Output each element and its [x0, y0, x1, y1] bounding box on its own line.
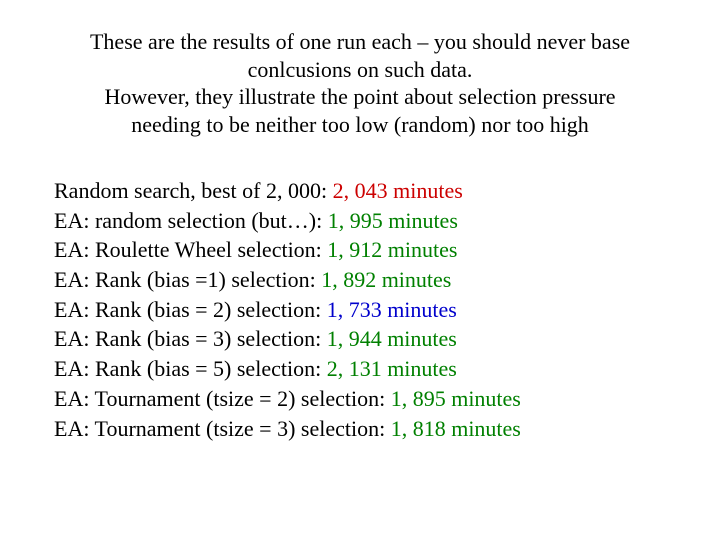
slide: These are the results of one run each – … — [0, 0, 720, 540]
result-value: 1, 995 minutes — [328, 208, 458, 233]
result-row: EA: Rank (bias = 5) selection: 2, 131 mi… — [54, 354, 666, 384]
header-line-2: conlcusions on such data. — [54, 56, 666, 84]
result-label: EA: Rank (bias = 3) selection: — [54, 326, 327, 351]
results-list: Random search, best of 2, 000: 2, 043 mi… — [54, 176, 666, 443]
header-line-3: However, they illustrate the point about… — [54, 83, 666, 111]
result-value: 1, 733 minutes — [327, 297, 457, 322]
result-label: EA: Rank (bias = 5) selection: — [54, 356, 327, 381]
result-value: 1, 818 minutes — [391, 416, 521, 441]
result-value: 1, 892 minutes — [321, 267, 451, 292]
result-value: 2, 131 minutes — [327, 356, 457, 381]
result-label: EA: Tournament (tsize = 3) selection: — [54, 416, 391, 441]
result-value: 2, 043 minutes — [333, 178, 463, 203]
result-row: EA: random selection (but…): 1, 995 minu… — [54, 206, 666, 236]
result-label: EA: Roulette Wheel selection: — [54, 237, 327, 262]
result-row: Random search, best of 2, 000: 2, 043 mi… — [54, 176, 666, 206]
result-value: 1, 895 minutes — [391, 386, 521, 411]
result-row: EA: Rank (bias =1) selection: 1, 892 min… — [54, 265, 666, 295]
result-row: EA: Rank (bias = 2) selection: 1, 733 mi… — [54, 295, 666, 325]
result-row: EA: Rank (bias = 3) selection: 1, 944 mi… — [54, 324, 666, 354]
header-line-1: These are the results of one run each – … — [54, 28, 666, 56]
result-value: 1, 944 minutes — [327, 326, 457, 351]
result-row: EA: Tournament (tsize = 2) selection: 1,… — [54, 384, 666, 414]
result-label: EA: random selection (but…): — [54, 208, 328, 233]
result-row: EA: Tournament (tsize = 3) selection: 1,… — [54, 414, 666, 444]
header-line-4: needing to be neither too low (random) n… — [54, 111, 666, 139]
result-row: EA: Roulette Wheel selection: 1, 912 min… — [54, 235, 666, 265]
result-value: 1, 912 minutes — [327, 237, 457, 262]
header-block: These are the results of one run each – … — [54, 28, 666, 138]
result-label: Random search, best of 2, 000: — [54, 178, 333, 203]
result-label: EA: Tournament (tsize = 2) selection: — [54, 386, 391, 411]
result-label: EA: Rank (bias = 2) selection: — [54, 297, 327, 322]
result-label: EA: Rank (bias =1) selection: — [54, 267, 321, 292]
